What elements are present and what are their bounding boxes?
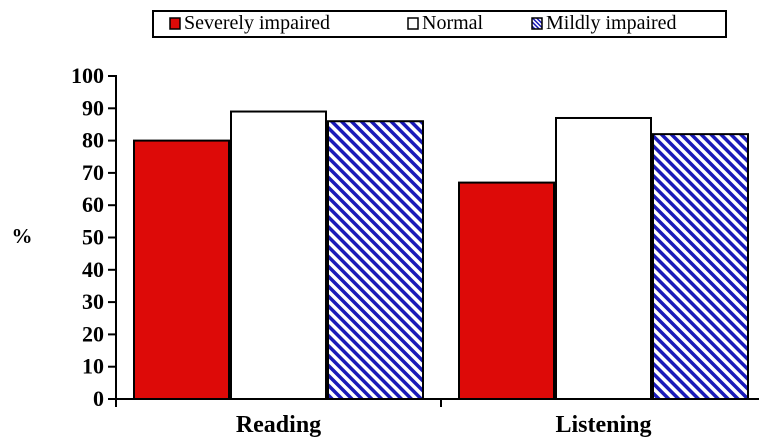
y-tick-label: 90	[82, 95, 104, 120]
y-tick-label: 80	[82, 128, 104, 153]
y-tick-label: 20	[82, 321, 104, 346]
x-axis: Reading Listening	[115, 399, 652, 438]
legend-swatch-severely-impaired	[169, 17, 181, 30]
y-tick-label: 100	[71, 63, 104, 88]
x-tick-label-listening: Listening	[555, 412, 651, 438]
legend-frame	[152, 10, 727, 38]
y-tick-label: 70	[82, 160, 104, 185]
legend-label-mildly-impaired: Mildly impaired	[546, 12, 677, 34]
legend-swatch-mildly-impaired	[531, 17, 543, 30]
y-axis: 0 10 20 30 40 50 60 70 80 90 100	[71, 63, 116, 411]
bar-severely-impaired-reading	[133, 139, 230, 400]
y-tick-label: 30	[82, 289, 104, 314]
bar-group	[133, 110, 749, 401]
y-tick-label: 40	[82, 257, 104, 282]
y-tick-label: 60	[82, 192, 104, 217]
bar-normal-reading	[230, 110, 327, 400]
y-tick-label: 0	[93, 386, 104, 411]
legend-label-severely-impaired: Severely impaired	[184, 12, 330, 34]
bar-mildly-impaired-reading	[327, 120, 424, 400]
y-tick-label: 10	[82, 354, 104, 379]
legend-label-normal: Normal	[422, 12, 484, 34]
bar-mildly-impaired-listening	[652, 133, 749, 400]
y-tick-label: 50	[82, 225, 104, 250]
bar-severely-impaired-listening	[458, 181, 555, 400]
legend: Severely impaired Normal Mildly impaired	[152, 10, 727, 38]
x-tick-label-reading: Reading	[236, 412, 321, 438]
legend-swatch-normal	[407, 17, 419, 30]
y-axis-label: %	[12, 224, 33, 248]
bar-normal-listening	[555, 116, 652, 401]
